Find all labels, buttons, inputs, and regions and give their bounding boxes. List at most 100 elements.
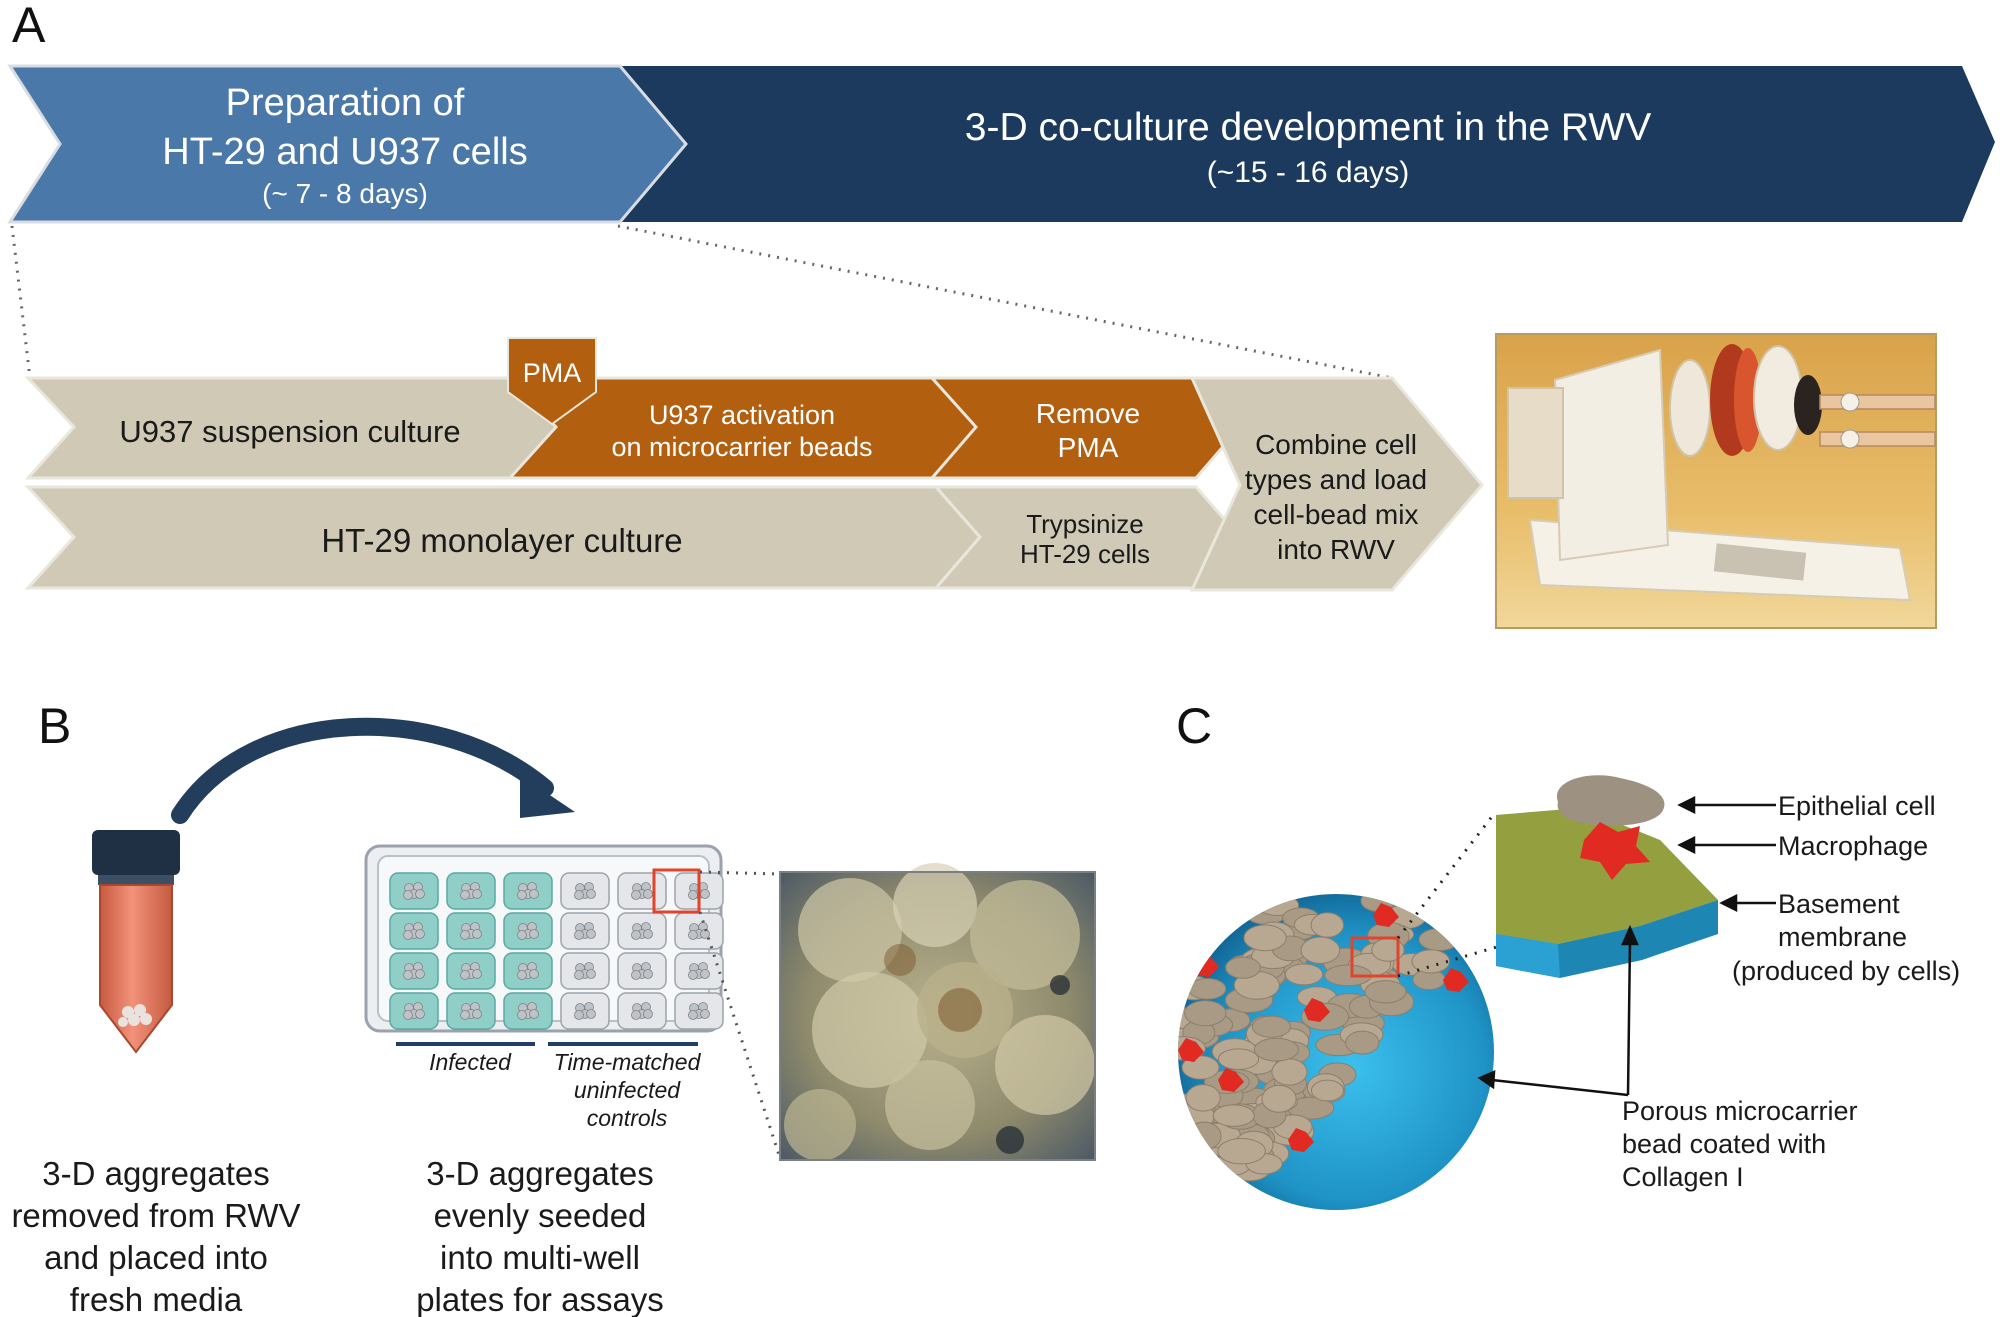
panel-c-letter: C xyxy=(1176,698,1212,754)
trypsinize-line2: HT-29 cells xyxy=(1020,539,1150,569)
prep-phase-chevron xyxy=(7,64,688,224)
caption-left-line1: 3-D aggregates xyxy=(42,1155,269,1192)
infected-label: Infected xyxy=(429,1049,512,1075)
epithelial-cell xyxy=(1217,1048,1260,1070)
rwv-title: 3-D co-culture development in the RWV xyxy=(965,106,1651,149)
epithelial-cell xyxy=(1284,963,1324,986)
remove-pma-line1: Remove xyxy=(1036,398,1140,429)
aggregate-dot xyxy=(415,929,425,939)
aggregate-dot xyxy=(403,890,413,900)
aggregate-dot xyxy=(472,929,482,939)
basement-line1: Basement xyxy=(1778,889,1900,919)
tissue-block xyxy=(1496,775,1718,978)
aggregate-dot xyxy=(586,1009,596,1019)
aggregate-dot xyxy=(574,1010,584,1020)
ht29-monolayer-label: HT-29 monolayer culture xyxy=(321,522,682,559)
epithelial-cell xyxy=(1310,1079,1345,1102)
epithelial-cell xyxy=(1225,956,1261,979)
aggregate-dot xyxy=(472,1009,482,1019)
basement-line3: (produced by cells) xyxy=(1732,956,1960,986)
caption-right-line1: 3-D aggregates xyxy=(426,1155,653,1192)
combine-chevron xyxy=(1189,376,1484,592)
aggregate-dot xyxy=(643,969,653,979)
controls-line3: controls xyxy=(587,1105,668,1131)
aggregate-dot xyxy=(688,930,698,940)
zoom-line-c-top xyxy=(1396,813,1496,939)
epithelial-label: Epithelial cell xyxy=(1778,791,1936,821)
caption-right-line2: evenly seeded xyxy=(434,1197,647,1234)
epithelial-cell-shape xyxy=(1556,775,1665,826)
panel-a-letter: A xyxy=(12,0,46,53)
macrophage-shape xyxy=(1580,822,1650,880)
aggregate-dot xyxy=(415,1009,425,1019)
panel-b-letter: B xyxy=(38,698,71,754)
aggregate-dot xyxy=(403,1010,413,1020)
u937-suspension-label: U937 suspension culture xyxy=(119,414,460,449)
trypsinize-line1: Trypsinize xyxy=(1026,509,1144,539)
aggregate-dot xyxy=(529,929,539,939)
epithelial-cell xyxy=(1184,1000,1227,1027)
aggregate-dot xyxy=(460,970,470,980)
epithelial-cell xyxy=(1186,1121,1222,1151)
aggregate-dot xyxy=(460,1010,470,1020)
aggregate-dot xyxy=(415,969,425,979)
basement-line2: membrane xyxy=(1778,922,1907,952)
caption-left-line3: and placed into xyxy=(44,1239,268,1276)
transfer-arc xyxy=(171,717,554,824)
aggregate-dot xyxy=(472,969,482,979)
caption-left-line4: fresh media xyxy=(70,1281,243,1317)
pma-tag-label: PMA xyxy=(523,358,582,388)
aggregate-dot xyxy=(688,890,698,900)
combine-line2: types and load xyxy=(1245,464,1427,495)
prep-title-line1: Preparation of xyxy=(226,82,465,124)
macrophage-marker xyxy=(1288,1128,1314,1152)
aggregate-dot xyxy=(688,970,698,980)
remove-pma-line2: PMA xyxy=(1058,432,1119,463)
aggregate-dot xyxy=(517,930,527,940)
macrophage-marker xyxy=(1443,968,1469,992)
conical-tube xyxy=(92,830,180,1054)
epithelial-cell xyxy=(1310,912,1345,938)
epithelial-cell xyxy=(1181,1055,1220,1080)
aggregate-dot xyxy=(415,889,425,899)
epithelial-cell xyxy=(1251,1015,1291,1038)
pma-tag xyxy=(507,337,597,426)
aggregate-dot xyxy=(643,1009,653,1019)
epithelial-cell xyxy=(1243,924,1287,952)
aggregate-dot xyxy=(631,1010,641,1020)
aggregate-dot xyxy=(688,1010,698,1020)
macrophage-marker xyxy=(1218,1068,1244,1092)
microcarrier-bead xyxy=(1178,894,1494,1210)
aggregate-dot xyxy=(700,969,710,979)
epithelial-cell xyxy=(1217,1137,1266,1165)
aggregate-dot xyxy=(460,890,470,900)
macrophage-marker xyxy=(1373,903,1399,927)
epithelial-cell xyxy=(1271,1058,1308,1086)
combine-line1: Combine cell xyxy=(1255,429,1417,460)
zoom-line-right xyxy=(617,224,1393,380)
aggregate-dot xyxy=(643,929,653,939)
bead-line3: Collagen I xyxy=(1622,1162,1744,1192)
caption-right-line4: plates for assays xyxy=(416,1281,664,1317)
aggregate-dot xyxy=(472,889,482,899)
u937-activation-line2: on microcarrier beads xyxy=(611,432,872,462)
aggregate-dot xyxy=(529,889,539,899)
prep-title-line2: HT-29 and U937 cells xyxy=(162,131,527,173)
aggregate-dot xyxy=(403,970,413,980)
epithelial-cell xyxy=(1364,980,1407,1004)
macrophage-marker xyxy=(1304,998,1330,1022)
controls-line2: uninfected xyxy=(574,1077,681,1103)
epithelial-cell xyxy=(1212,1104,1255,1127)
aggregate-dot xyxy=(700,1009,710,1019)
controls-line1: Time-matched xyxy=(554,1049,702,1075)
aggregate-dot xyxy=(517,970,527,980)
aggregate-dot xyxy=(529,1009,539,1019)
aggregate-dot xyxy=(403,930,413,940)
zoom-line-left xyxy=(10,225,32,379)
aggregate-dot xyxy=(517,1010,527,1020)
combine-line3: cell-bead mix xyxy=(1254,499,1419,530)
epithelial-cell xyxy=(1300,936,1341,964)
epithelial-cell xyxy=(1411,949,1451,974)
bead-line2: bead coated with xyxy=(1622,1129,1826,1159)
